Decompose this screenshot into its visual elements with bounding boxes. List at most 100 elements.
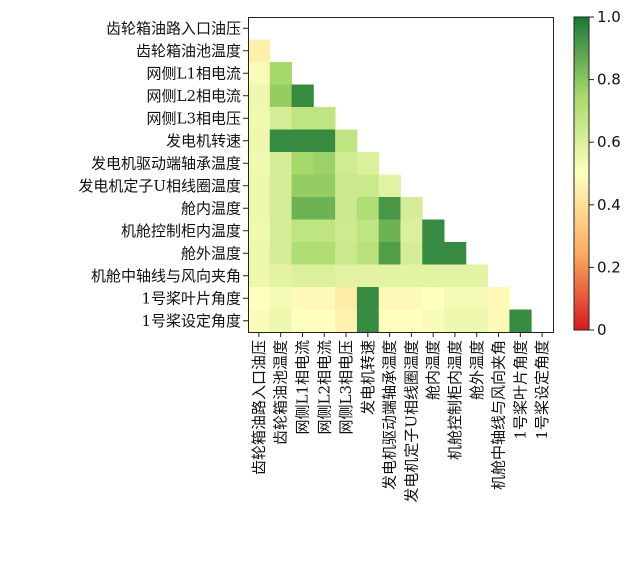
x-tick-label: 齿轮箱油池温度 xyxy=(272,340,290,445)
x-tick-label: 发电机转速 xyxy=(359,340,377,415)
heatmap-cell xyxy=(270,175,292,198)
heatmap-cell xyxy=(292,265,314,288)
heatmap-cell xyxy=(444,242,466,265)
heatmap-cell xyxy=(270,85,292,108)
heatmap-cell xyxy=(335,287,357,310)
heatmap-cell xyxy=(422,242,444,265)
x-tick-label: 机舱中轴线与风向夹角 xyxy=(490,340,508,490)
heatmap-cell xyxy=(248,197,270,220)
heatmap-cell xyxy=(444,287,466,310)
y-tick-label: 1号桨设定角度 xyxy=(141,312,241,330)
heatmap-cell xyxy=(335,130,357,153)
heatmap-cell xyxy=(313,220,335,243)
y-tick-label: 齿轮箱油路入口油压 xyxy=(106,19,241,37)
colorbar-tick-label: 0 xyxy=(597,321,607,339)
x-tick-label: 1号桨设定角度 xyxy=(533,340,551,440)
y-tick-label: 发电机定子U相线圈温度 xyxy=(78,177,241,195)
heatmap-cell xyxy=(270,265,292,288)
heatmap-cell xyxy=(313,197,335,220)
heatmap-cell xyxy=(357,220,379,243)
heatmap-cell xyxy=(292,107,314,130)
x-tick-label: 网侧L2相电流 xyxy=(315,340,333,435)
heatmap-cell xyxy=(335,175,357,198)
heatmap-cell xyxy=(357,265,379,288)
y-tick-label: 网侧L1相电流 xyxy=(146,64,241,82)
heatmap-cell xyxy=(248,40,270,63)
heatmap-cell xyxy=(422,220,444,243)
colorbar-tick-label: 0.2 xyxy=(597,258,621,276)
heatmap-cell xyxy=(248,242,270,265)
heatmap-cell xyxy=(509,310,531,333)
heatmap-cell xyxy=(401,197,423,220)
heatmap-cell xyxy=(270,130,292,153)
heatmap-cell xyxy=(357,242,379,265)
heatmap-cell xyxy=(313,175,335,198)
heatmap-cell xyxy=(335,152,357,175)
heatmap-cell xyxy=(292,130,314,153)
heatmap-cell xyxy=(444,265,466,288)
heatmap-cell xyxy=(248,62,270,85)
heatmap-cell xyxy=(292,175,314,198)
heatmap-cell xyxy=(313,130,335,153)
heatmap-cell xyxy=(292,242,314,265)
heatmap-cell xyxy=(270,62,292,85)
y-tick-label: 机舱控制柜内温度 xyxy=(121,222,241,240)
heatmap-cell xyxy=(379,175,401,198)
heatmap-cell xyxy=(422,265,444,288)
heatmap-cell xyxy=(466,310,488,333)
colorbar-tick-label: 0.8 xyxy=(597,71,621,89)
y-tick-label: 网侧L3相电压 xyxy=(146,109,241,127)
colorbar xyxy=(574,17,589,330)
heatmap-cell xyxy=(335,242,357,265)
heatmap-cell xyxy=(466,287,488,310)
heatmap-cell xyxy=(248,175,270,198)
heatmap-cell xyxy=(248,310,270,333)
y-tick-label: 舱外温度 xyxy=(181,244,241,262)
colorbar-tick-label: 0.4 xyxy=(597,196,621,214)
heatmap-cell xyxy=(357,287,379,310)
heatmap-cell xyxy=(313,310,335,333)
heatmap-cell xyxy=(248,85,270,108)
heatmap-cell xyxy=(379,242,401,265)
heatmap-cell xyxy=(270,197,292,220)
colorbar-ticks: 0 0.2 0.4 0.6 0.8 1.0 xyxy=(589,8,621,339)
y-tick-label: 网侧L2相电流 xyxy=(146,87,241,105)
heatmap-cell xyxy=(379,220,401,243)
y-tick-label: 舱内温度 xyxy=(181,199,241,217)
heatmap-cell xyxy=(313,287,335,310)
heatmap-cell xyxy=(248,220,270,243)
heatmap-cell xyxy=(379,287,401,310)
x-tick-label: 机舱控制柜内温度 xyxy=(446,340,464,460)
heatmap-cell xyxy=(313,107,335,130)
heatmap-cell xyxy=(335,265,357,288)
heatmap-cell xyxy=(422,310,444,333)
heatmap-cell xyxy=(313,152,335,175)
heatmap-cell xyxy=(248,152,270,175)
heatmap-cell xyxy=(292,220,314,243)
y-tick-label: 1号桨叶片角度 xyxy=(141,289,241,307)
heatmap-cell xyxy=(401,220,423,243)
heatmap-cell xyxy=(379,197,401,220)
heatmap-cell xyxy=(335,310,357,333)
x-tick-label: 舱外温度 xyxy=(468,340,486,400)
heatmap-cell xyxy=(270,107,292,130)
colorbar-tick-label: 1.0 xyxy=(597,8,621,26)
heatmap-cell xyxy=(357,175,379,198)
y-tick-label: 发电机驱动端轴承温度 xyxy=(91,154,241,172)
heatmap-cell xyxy=(270,287,292,310)
heatmap-cell xyxy=(401,287,423,310)
x-tick-label: 网侧L3相电压 xyxy=(337,340,355,435)
y-tick-marks xyxy=(243,28,248,321)
x-tick-label: 1号桨叶片角度 xyxy=(511,340,529,440)
heatmap-cell xyxy=(292,310,314,333)
y-tick-label: 发电机转速 xyxy=(166,132,241,150)
heatmap-cell xyxy=(488,287,510,310)
heatmap-cell xyxy=(357,152,379,175)
heatmap-cell xyxy=(422,287,444,310)
heatmap-cell xyxy=(313,265,335,288)
heatmap-cell xyxy=(379,265,401,288)
y-tick-label: 齿轮箱油池温度 xyxy=(136,42,241,60)
x-tick-label: 发电机驱动端轴承温度 xyxy=(381,340,399,490)
heatmap-cell xyxy=(292,287,314,310)
